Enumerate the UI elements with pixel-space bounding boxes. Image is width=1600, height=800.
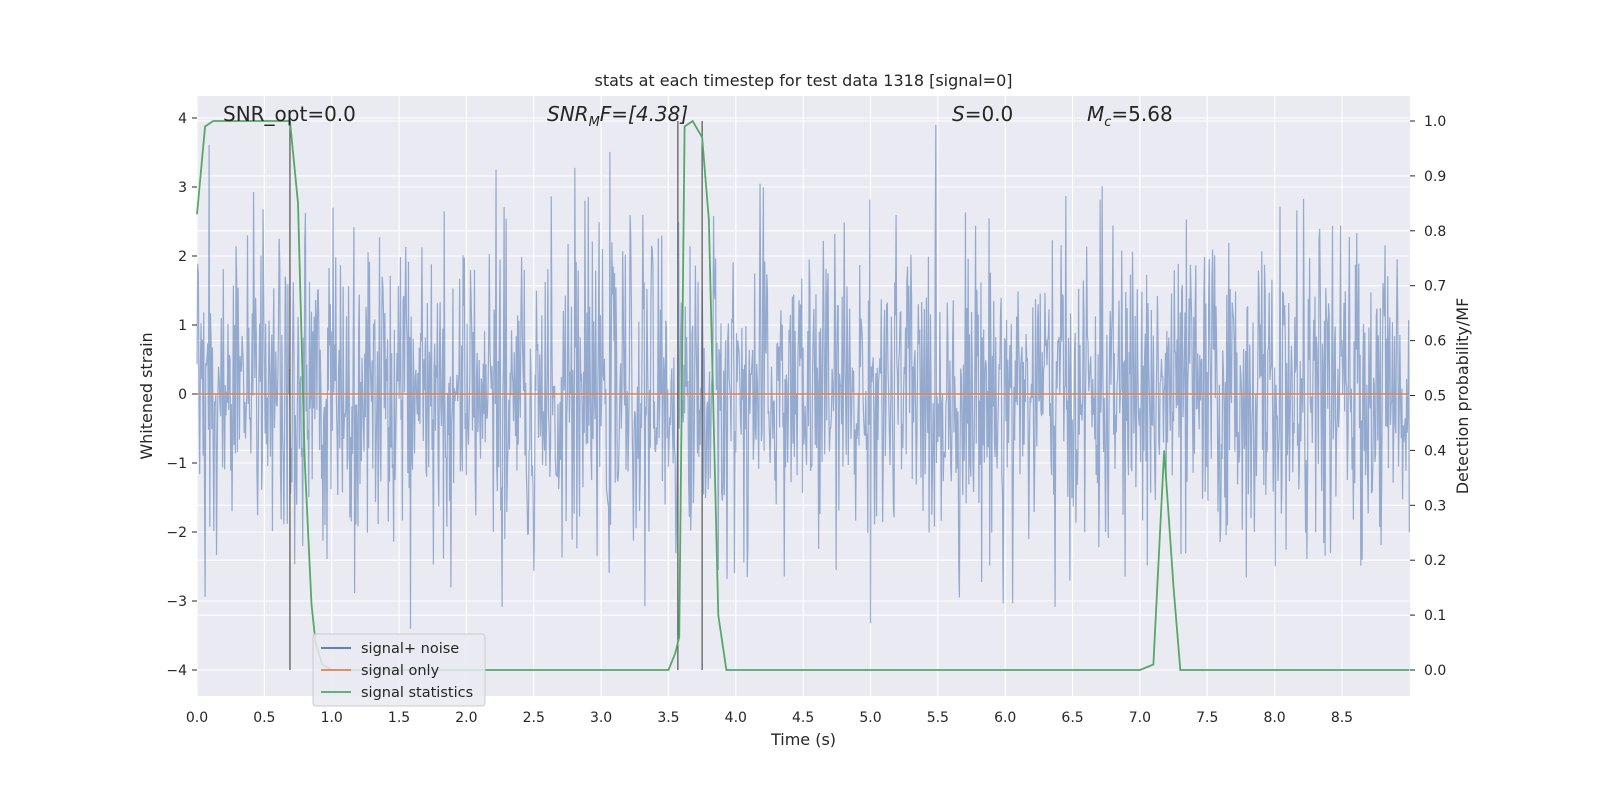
y-tick-label: 1 [178, 318, 187, 334]
x-tick-label: 4.5 [792, 710, 814, 726]
chart-title: stats at each timestep for test data 131… [594, 71, 1012, 90]
y-tick-label: 0 [178, 387, 187, 403]
legend-label-signal-statistics: signal statistics [361, 685, 473, 701]
annotation-mc: Mc=5.68 [1087, 102, 1173, 130]
x-tick-label: 3.0 [590, 710, 612, 726]
x-tick-label: 2.0 [455, 710, 477, 726]
y-right-tick-label: 0.8 [1424, 224, 1446, 240]
x-tick-label: 4.0 [725, 710, 747, 726]
y-right-tick-label: 0.3 [1424, 498, 1446, 514]
y-tick-label: −4 [166, 663, 187, 679]
x-tick-label: 0.0 [186, 710, 208, 726]
y-right-tick-label: 0.4 [1424, 443, 1446, 459]
x-tick-label: 6.5 [1061, 710, 1083, 726]
annotation-s-main: S [952, 102, 965, 126]
annotation-snr-opt: SNR_opt=0.0 [223, 102, 356, 126]
x-tick-label: 3.5 [657, 710, 679, 726]
legend-label-signal-only: signal only [361, 663, 440, 679]
x-tick-label: 2.5 [523, 710, 545, 726]
y-right-axis-label: Detection probability/MF [1453, 298, 1472, 495]
x-tick-label: 6.0 [994, 710, 1016, 726]
y-tick-label: 2 [178, 249, 187, 265]
y-right-tick-label: 0.0 [1424, 663, 1446, 679]
y-tick-labels: 4 3 2 1 0 −1 −2 −3 −4 [166, 111, 197, 679]
x-tick-label: 8.5 [1331, 710, 1353, 726]
y-right-tick-label: 0.2 [1424, 553, 1446, 569]
legend: signal+ noise signal only signal statist… [312, 633, 486, 707]
x-tick-label: 1.0 [321, 710, 343, 726]
x-tick-label: 8.0 [1263, 710, 1285, 726]
annotation-s: S=0.0 [952, 102, 1013, 126]
annotation-mc-main: M [1087, 102, 1104, 126]
signal-noise-line [196, 124, 1410, 629]
annotation-snr-mf-main: SNR [547, 102, 589, 126]
y-tick-label: 3 [178, 180, 187, 196]
x-tick-labels: 0.0 0.5 1.0 1.5 2.0 2.5 3.0 3.5 4.0 4.5 5.0 5.5 6.0 6… [186, 710, 1353, 726]
x-tick-label: 7.5 [1196, 710, 1218, 726]
y-tick-label: −1 [166, 456, 187, 472]
annotation-s-rest: =0.0 [965, 102, 1014, 126]
y-tick-label: −2 [166, 525, 187, 541]
y-right-tick-label: 0.5 [1424, 389, 1446, 405]
x-tick-label: 5.5 [927, 710, 949, 726]
annotation-mc-rest: =5.68 [1111, 102, 1172, 126]
y-tick-label: −3 [166, 594, 187, 610]
y-right-tick-label: 0.1 [1424, 608, 1446, 624]
vertical-markers [289, 121, 703, 670]
y-tick-label: 4 [178, 111, 187, 127]
y-right-tick-label: 0.6 [1424, 334, 1446, 350]
legend-box [312, 633, 486, 707]
annotation-snr-mf-rest: F=[4.38] [600, 102, 688, 126]
y-right-tick-label: 0.9 [1424, 169, 1446, 185]
x-tick-label: 7.0 [1129, 710, 1151, 726]
signal-statistics-line [196, 119, 1410, 671]
y-right-tick-label: 0.7 [1424, 279, 1446, 295]
annotation-mc-sub: c [1104, 115, 1111, 130]
x-tick-label: 5.0 [859, 710, 881, 726]
x-axis-label: Time (s) [770, 730, 836, 749]
signal-statistics-series [196, 119, 1410, 671]
y-right-tick-label: 1.0 [1424, 114, 1446, 130]
annotation-snr-mf: SNRMF=[4.38] [547, 102, 688, 130]
legend-label-signal-noise: signal+ noise [361, 641, 459, 657]
x-tick-label: 0.5 [253, 710, 275, 726]
y-axis-label: Whitened strain [137, 332, 156, 459]
signal-noise-series [196, 124, 1410, 629]
y-right-tick-labels: 1.0 0.9 0.8 0.7 0.6 0.5 0.4 0.3 0.2 0.1 0.0 [1410, 114, 1446, 679]
annotation-snr-mf-sub: M [589, 115, 600, 130]
x-tick-label: 1.5 [388, 710, 410, 726]
